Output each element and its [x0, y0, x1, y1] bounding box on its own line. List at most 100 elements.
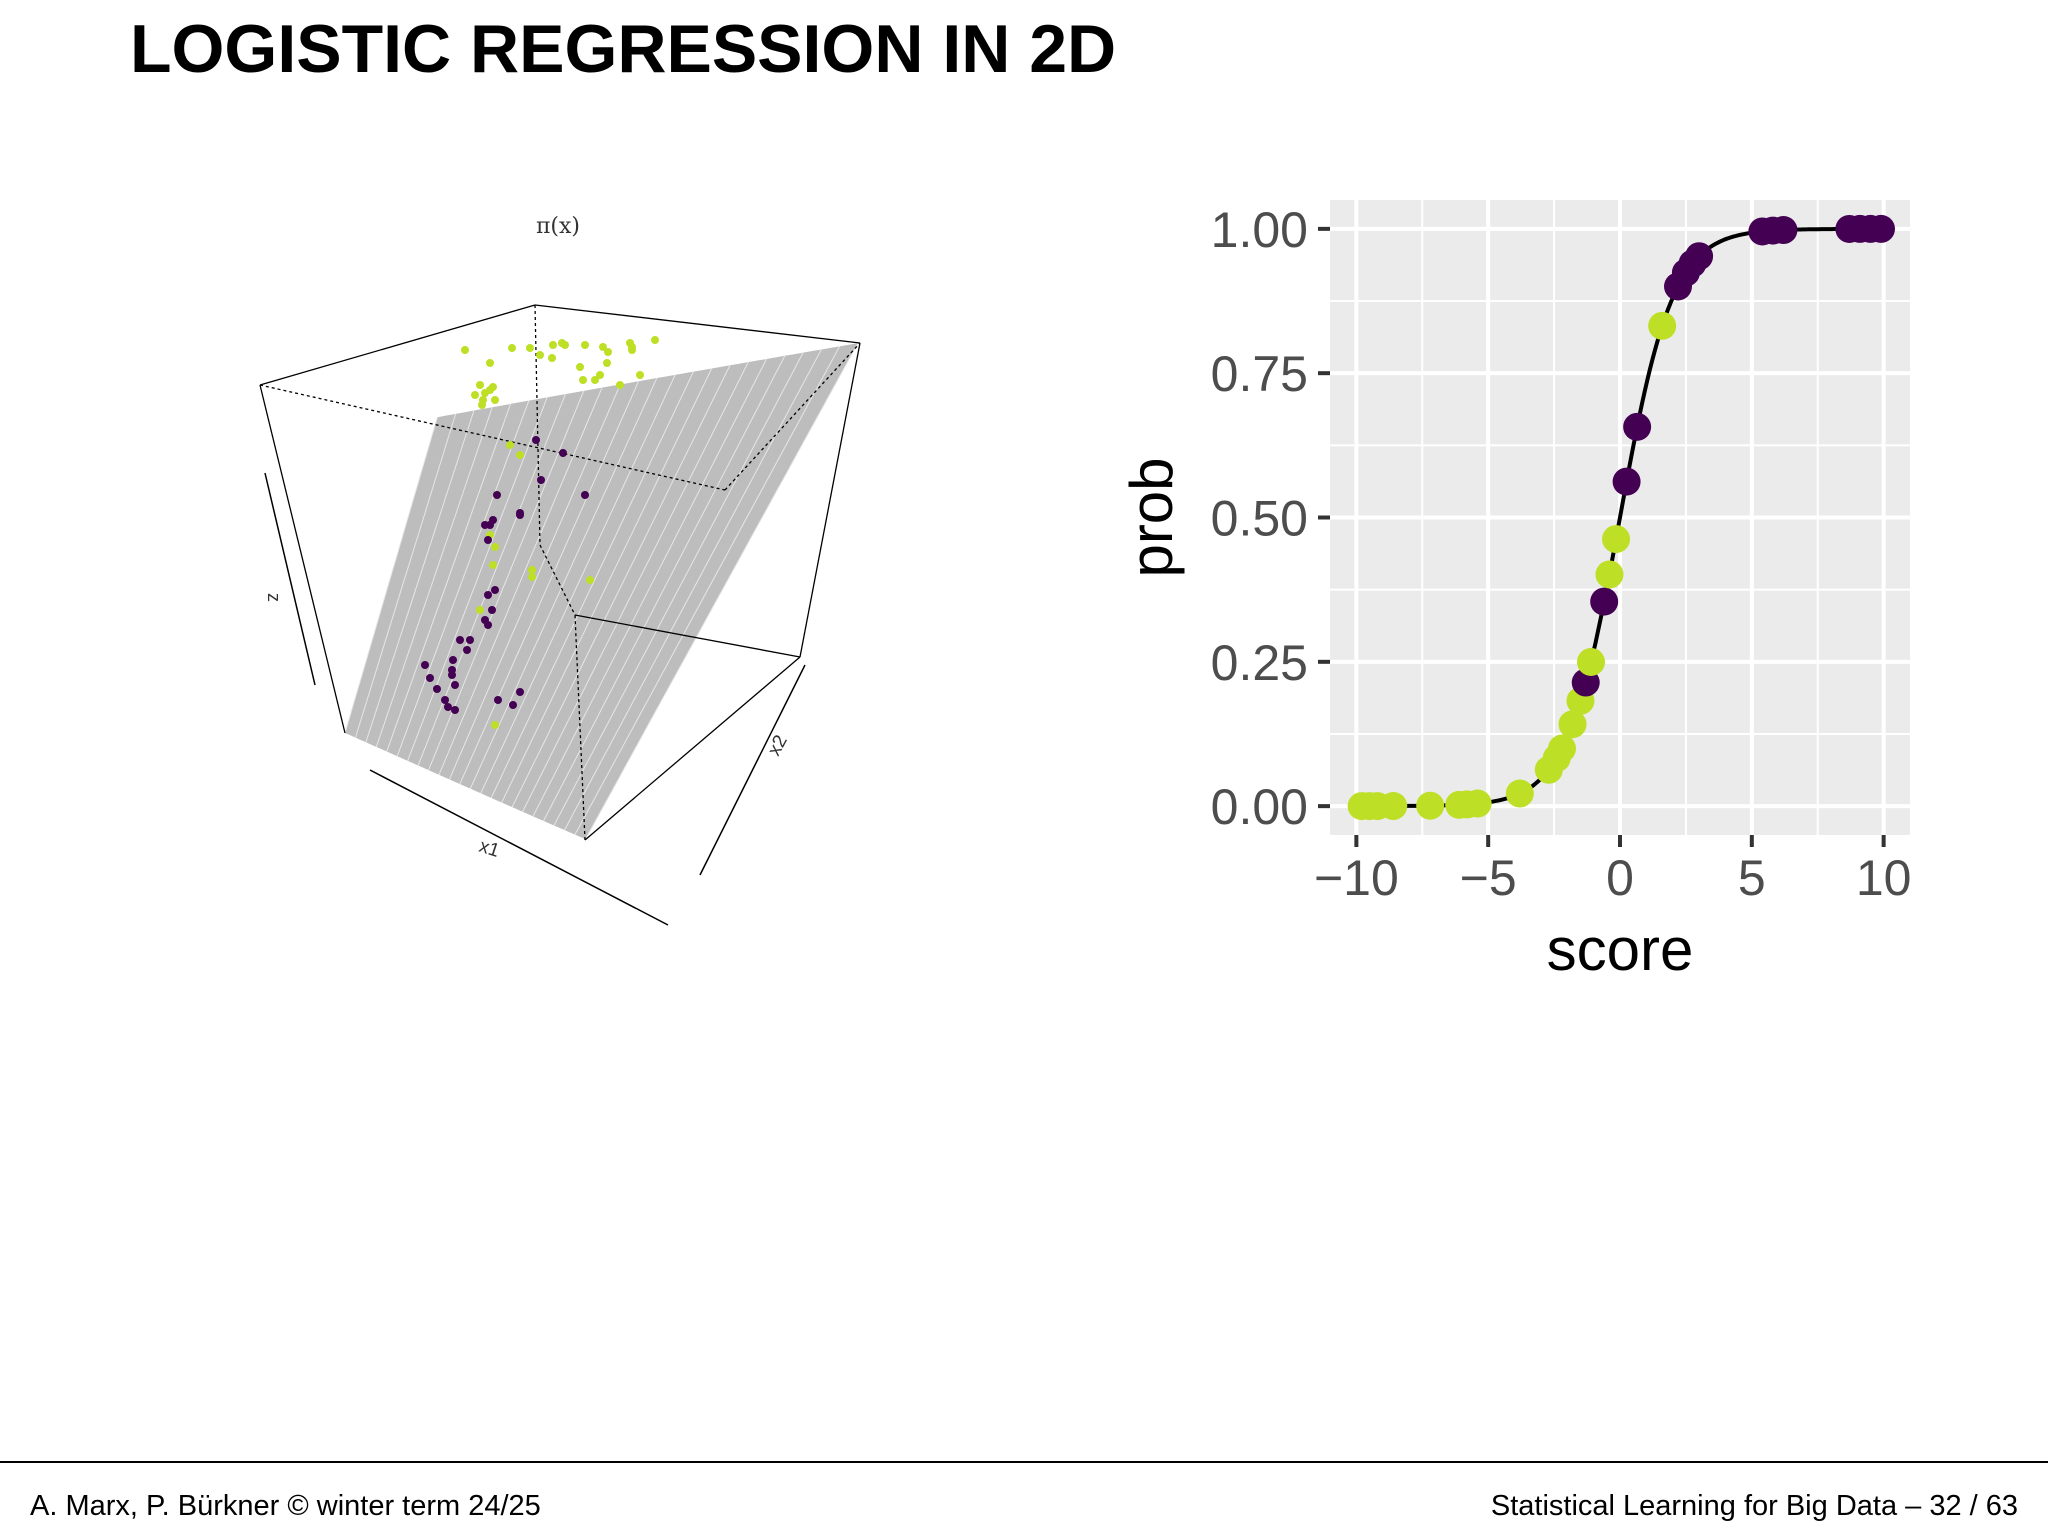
box-edge	[534, 304, 541, 546]
surface-point-class0	[481, 521, 489, 529]
data-point	[1505, 779, 1534, 808]
surface-point-class1	[576, 363, 584, 371]
surface-point-class0	[444, 703, 452, 711]
surface-point-class1	[636, 371, 644, 379]
surface-point-class1	[616, 381, 624, 389]
logistic-chart: −10 −5 0 5 10 0.00 0.25 0.50 0.75 1.00 score prob	[1120, 200, 1912, 983]
surface-point-class1	[528, 566, 536, 574]
axis-z-label: z	[264, 593, 284, 602]
surface-point-class1	[486, 359, 494, 367]
surface-point-class0	[484, 621, 492, 629]
grid-lines	[1330, 200, 1910, 835]
y-tick-label: 0.50	[1211, 491, 1308, 547]
surface-point-class0	[494, 696, 502, 704]
surface-mesh-line	[553, 352, 804, 826]
surface-point-class0	[516, 688, 524, 696]
y-tick-label: 1.00	[1211, 202, 1308, 258]
y-tick-label: 0.00	[1211, 779, 1308, 835]
surface-point-class1	[603, 359, 611, 367]
surface-point-class0	[537, 476, 545, 484]
axis-ticks: −10 −5 0 5 10 0.00 0.25 0.50 0.75 1.00	[1211, 202, 1912, 906]
box-edge	[534, 304, 861, 344]
surface-point-class1	[471, 391, 479, 399]
surface-mesh-line	[459, 380, 640, 785]
data-point	[1612, 467, 1641, 496]
surface-point-class1	[528, 573, 536, 581]
data-point	[1416, 791, 1445, 820]
surface-point-class1	[599, 343, 607, 351]
surface-mesh-line	[522, 361, 749, 812]
surface-point-class1	[558, 339, 566, 347]
x1-axis-arrow	[369, 769, 669, 926]
surface-mesh-line	[564, 349, 822, 831]
data-point	[1685, 242, 1714, 271]
x-tick-label: 10	[1856, 850, 1912, 906]
surface-point-class0	[441, 696, 449, 704]
box-edge	[574, 614, 801, 658]
bounding-box	[259, 304, 861, 926]
surface-point-class1	[478, 401, 486, 409]
surface-point-class1	[548, 354, 556, 362]
surface-mesh-line	[511, 365, 731, 808]
surface-point-class0	[463, 646, 471, 654]
surface-point-class0	[581, 491, 589, 499]
surface-point-class0	[456, 636, 464, 644]
box-edge	[539, 544, 576, 616]
surface-mesh-line	[354, 413, 457, 738]
surface-mesh-line	[344, 417, 438, 734]
surface-point-class0	[451, 706, 459, 714]
x-tick-label: 5	[1738, 850, 1766, 906]
data-point	[1595, 560, 1624, 589]
surface-point-class1	[489, 561, 497, 569]
x-axis-label: score	[1547, 916, 1694, 983]
surface-mesh-line	[501, 368, 713, 803]
surface-mesh-line	[386, 403, 511, 752]
surface-point-class1	[579, 376, 587, 384]
surface-mesh-line	[375, 407, 493, 748]
surface-mesh-line	[469, 377, 658, 789]
surface-point-class1	[536, 351, 544, 359]
data-point	[1623, 412, 1652, 441]
surface-mesh-line	[574, 346, 841, 835]
surface-mesh-line	[365, 410, 475, 743]
surface-mesh-line	[532, 358, 767, 817]
surface-mesh-line	[490, 371, 694, 799]
surface-point-class0	[491, 586, 499, 594]
data-point	[1769, 216, 1798, 245]
surface-point-class1	[549, 341, 557, 349]
surface-point-class0	[421, 661, 429, 669]
slide-title: LOGISTIC REGRESSION IN 2D	[130, 11, 1117, 87]
surface-mesh-line	[585, 342, 859, 840]
surface-point-class0	[449, 656, 457, 664]
surface-point-class0	[433, 685, 441, 693]
surface-point-class1	[476, 381, 484, 389]
surface-mesh-line	[480, 374, 676, 794]
surface-point-class0	[426, 674, 434, 682]
data-point	[1867, 214, 1895, 243]
surface-point-class1	[604, 348, 612, 356]
data-point	[1648, 311, 1677, 340]
box-edge	[259, 304, 536, 386]
surface-point-class1	[506, 441, 514, 449]
surface-point-class1	[508, 344, 516, 352]
surface-mesh-line	[417, 393, 566, 766]
surface-mesh-line	[448, 384, 621, 780]
box-edge	[259, 384, 726, 491]
surface-mesh-line	[428, 390, 585, 771]
x-tick-label: −5	[1460, 850, 1517, 906]
x2-axis-arrow	[699, 664, 806, 876]
y-axis-label: prob	[1120, 457, 1185, 577]
x-tick-label: −10	[1314, 850, 1399, 906]
box-edge	[574, 614, 586, 841]
data-point	[1548, 734, 1576, 763]
surface-point-class1	[591, 376, 599, 384]
surface-point-class0	[488, 606, 496, 614]
data-point	[1463, 789, 1492, 818]
y-tick-label: 0.25	[1211, 635, 1308, 691]
surface-point-class0	[484, 591, 492, 599]
surface-point-class1	[626, 339, 634, 347]
data-point	[1577, 647, 1605, 676]
surface-point-class1	[491, 396, 499, 404]
box-edge	[259, 384, 346, 734]
surface-point-class1	[596, 371, 604, 379]
